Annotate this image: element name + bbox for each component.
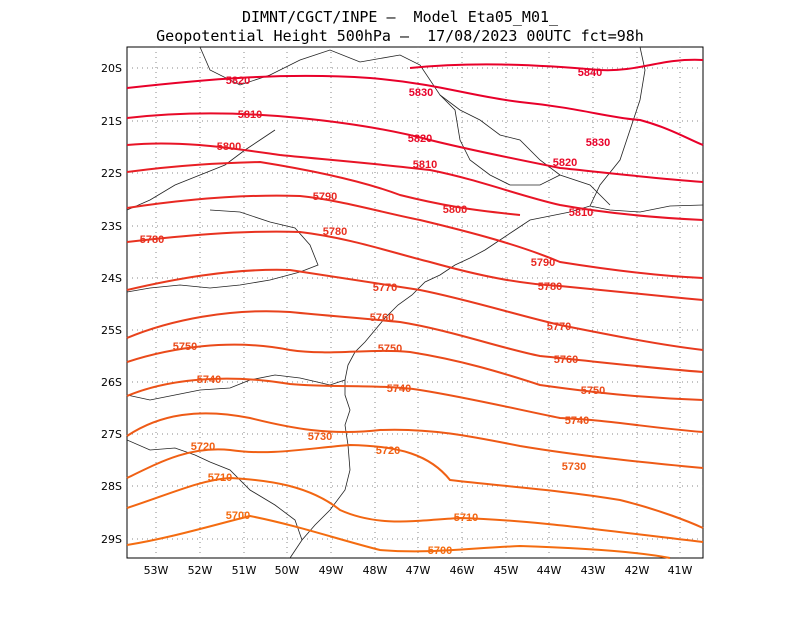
contour-line-5730 — [126, 412, 704, 469]
y-tick-label: 27S — [101, 428, 122, 441]
contour-label: 5720 — [191, 441, 215, 453]
y-tick-label: 26S — [101, 376, 122, 389]
contour-label: 5840 — [578, 67, 602, 79]
contour-label: 5730 — [562, 461, 586, 473]
contour-label: 5700 — [226, 510, 250, 522]
contour-label: 5750 — [581, 385, 605, 397]
y-tick-label: 29S — [101, 533, 122, 546]
contour-label: 5710 — [208, 472, 232, 484]
y-tick-label: 28S — [101, 480, 122, 493]
contour-label: 5740 — [197, 374, 221, 386]
y-tick-label: 21S — [101, 115, 122, 128]
contour-line-5750 — [126, 343, 704, 401]
contour-line-5820 — [126, 112, 704, 183]
contour-label: 5780 — [140, 234, 164, 246]
contour-label: 5750 — [173, 341, 197, 353]
state-border — [126, 129, 276, 211]
contour-label: 5760 — [554, 354, 578, 366]
contour-line-5710 — [126, 476, 704, 543]
contour-label: 5730 — [308, 431, 332, 443]
title-line-2: Geopotential Height 500hPa – 17/08/2023 … — [156, 27, 644, 45]
x-tick-label: 43W — [581, 564, 606, 577]
contour-label: 5820 — [553, 157, 577, 169]
y-tick-label: 25S — [101, 324, 122, 337]
contour-label: 5760 — [370, 312, 394, 324]
x-axis-labels: 53W 52W 51W 50W 49W 48W 47W 46W 45W 44W … — [144, 564, 693, 577]
y-tick-label: 24S — [101, 272, 122, 285]
state-border — [589, 46, 646, 207]
x-tick-label: 49W — [319, 564, 344, 577]
contour-label: 5800 — [217, 141, 241, 153]
contour-label: 5780 — [323, 226, 347, 238]
contour-label: 5770 — [547, 321, 571, 333]
contour-line-5800 — [126, 160, 521, 216]
contour-line-5760 — [126, 310, 704, 373]
x-tick-label: 50W — [275, 564, 300, 577]
y-tick-label: 22S — [101, 167, 122, 180]
contour-label: 5780 — [538, 281, 562, 293]
y-axis-labels: 20S 21S 22S 23S 24S 25S 26S 27S 28S 29S — [101, 62, 122, 546]
contour-label: 5810 — [413, 159, 437, 171]
state-border — [439, 94, 561, 186]
contour-line-5720 — [126, 443, 704, 529]
contour-label: 5830 — [409, 87, 433, 99]
contour-line-5790 — [126, 194, 704, 279]
x-tick-label: 41W — [668, 564, 693, 577]
x-tick-label: 52W — [188, 564, 213, 577]
contour-label: 5750 — [378, 343, 402, 355]
contour-label: 5830 — [586, 137, 610, 149]
contour-line-5830 — [126, 74, 704, 146]
coastline — [289, 204, 704, 559]
contour-label: 5710 — [454, 512, 478, 524]
contour-label: 5820 — [408, 133, 432, 145]
contour-label: 5700 — [428, 545, 452, 557]
state-border — [126, 374, 346, 401]
contour-line-5810 — [126, 142, 704, 221]
contour-label: 5790 — [531, 257, 555, 269]
contour-line-5700 — [126, 514, 671, 559]
contour-label: 5740 — [387, 383, 411, 395]
contour-label: 5820 — [226, 75, 250, 87]
contour-label: 5800 — [443, 204, 467, 216]
grid — [127, 47, 703, 558]
contour-line-5770 — [126, 268, 704, 351]
contour-label: 5810 — [238, 109, 262, 121]
contour-label: 5810 — [569, 207, 593, 219]
x-tick-label: 42W — [625, 564, 650, 577]
contour-label: 5740 — [565, 415, 589, 427]
x-tick-label: 47W — [406, 564, 431, 577]
contour-line-5840 — [409, 58, 704, 72]
x-tick-label: 53W — [144, 564, 169, 577]
contour-line-5740 — [126, 377, 704, 433]
contour-labels: 5840 5830 5830 5820 5820 5820 5810 5810 … — [140, 67, 610, 557]
x-tick-label: 44W — [537, 564, 562, 577]
contour-label: 5770 — [373, 282, 397, 294]
contour-label: 5720 — [376, 445, 400, 457]
x-tick-label: 45W — [494, 564, 519, 577]
x-tick-label: 51W — [232, 564, 257, 577]
x-tick-label: 48W — [363, 564, 388, 577]
plot-frame — [126, 46, 704, 559]
contours — [126, 58, 704, 559]
contour-label: 5790 — [313, 191, 337, 203]
y-tick-label: 23S — [101, 220, 122, 233]
contour-line-5780 — [126, 230, 704, 301]
title-line-1: DIMNT/CGCT/INPE – Model Eta05_M01_ — [241, 8, 559, 26]
state-border — [126, 439, 303, 541]
state-border — [199, 46, 611, 206]
x-tick-label: 46W — [450, 564, 475, 577]
y-tick-label: 20S — [101, 62, 122, 75]
